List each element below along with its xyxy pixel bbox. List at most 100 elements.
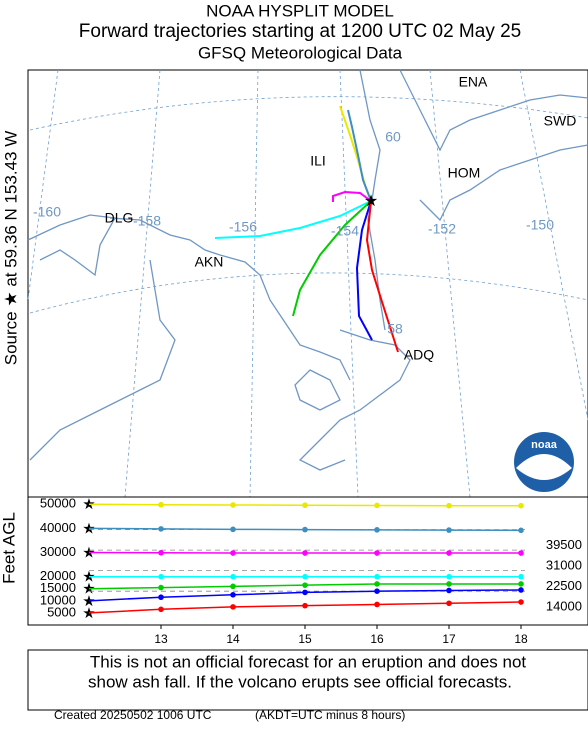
place: ENA	[459, 74, 488, 90]
logo-text: noaa	[531, 439, 558, 451]
title: Forward trajectories starting at 1200 UT…	[79, 21, 521, 42]
height-marker	[230, 592, 236, 598]
height-marker	[158, 573, 164, 580]
y-tick-label: 30000	[40, 544, 76, 559]
grid-label: -154	[331, 223, 359, 239]
ref-label: 39500	[546, 537, 582, 552]
height-marker	[518, 550, 524, 556]
height-marker	[230, 502, 236, 508]
height-marker	[446, 573, 452, 580]
x-tick-label: 18	[514, 632, 528, 646]
grid-labels: -160 -158 -156 -154 -152 -150 60 58	[33, 129, 554, 337]
height-marker	[302, 502, 308, 509]
height-marker	[518, 527, 524, 534]
height-marker	[158, 584, 164, 591]
grid-label: -158	[133, 213, 161, 229]
y-tick: ★	[82, 581, 95, 598]
height-marker	[374, 573, 380, 580]
height-marker	[158, 594, 164, 601]
y-tick-label: 50000	[40, 496, 76, 511]
x-tick-label: 17	[442, 632, 456, 646]
created: Created 20250502 1006 UTC	[54, 708, 212, 722]
height-marker	[374, 527, 380, 533]
y-tick-label: 10000	[40, 592, 76, 607]
trajectories: ★	[214, 105, 399, 353]
height-marker	[374, 581, 380, 587]
grid-label: 60	[385, 129, 401, 145]
height-marker	[230, 526, 236, 533]
coastline	[27, 69, 588, 471]
grid-label: 58	[387, 321, 403, 337]
title: NOAA HYSPLIT MODEL	[206, 1, 394, 20]
height-marker	[446, 502, 452, 509]
height-marker	[446, 600, 452, 607]
height-marker	[518, 587, 524, 593]
logo: noaa	[514, 432, 574, 492]
height-marker	[230, 604, 236, 610]
notice-box	[27, 649, 588, 711]
grid-label: -150	[526, 217, 554, 233]
x-tick-label: 16	[370, 632, 384, 646]
x-tick-label: 13	[154, 632, 168, 646]
place: SWD	[544, 113, 577, 129]
height-marker	[230, 573, 236, 580]
grid-label: -156	[229, 219, 257, 235]
map-frame	[27, 69, 588, 498]
height-marker	[158, 526, 164, 532]
height-marker	[302, 582, 308, 588]
y-tick: ★	[82, 593, 95, 610]
height-marker	[302, 589, 308, 596]
y-axis-title: Feet AGL	[0, 512, 18, 584]
notice: This is not an official forecast for an …	[90, 652, 527, 671]
graticule	[27, 69, 588, 498]
place: DLG	[105, 210, 134, 226]
place: AKN	[195, 254, 224, 270]
height-frame	[27, 496, 588, 626]
places: ENA SWD ILI HOM DLG AKN ADQ	[105, 74, 577, 363]
height-marker	[158, 501, 164, 508]
note: (AKDT=UTC minus 8 hours)	[255, 708, 405, 722]
height-marker	[374, 588, 380, 594]
grid-label: -152	[428, 221, 456, 237]
ref-label: 31000	[546, 558, 582, 573]
height-marker	[374, 502, 380, 509]
height-marker	[230, 550, 236, 556]
notice: show ash fall. If the volcano erupts see…	[88, 672, 512, 691]
height-marker	[302, 573, 308, 580]
y-tick-label: 40000	[40, 520, 76, 535]
grid-label: -160	[33, 204, 61, 220]
height-marker	[518, 581, 524, 587]
place: ILI	[310, 153, 326, 169]
height-marker	[518, 573, 524, 580]
height-marker	[230, 583, 236, 590]
height-marker	[302, 526, 308, 533]
height-marker	[446, 581, 452, 587]
x-tick-label: 15	[298, 632, 312, 646]
place: HOM	[448, 165, 481, 181]
subtitle: GFSQ Meteorological Data	[198, 43, 403, 62]
height-marker	[446, 527, 452, 533]
height-marker	[158, 606, 164, 613]
place: ADQ	[404, 347, 434, 363]
ref-label: 14000	[546, 599, 582, 614]
y-tick-label: 15000	[40, 580, 76, 595]
source-label: Source ★ at 59.36 N 153.43 W	[1, 131, 20, 365]
height-marker	[518, 599, 524, 605]
height-marker	[158, 549, 164, 556]
height-marker	[374, 601, 380, 608]
x-tick-label: 14	[226, 632, 240, 646]
height-marker	[446, 550, 452, 556]
height-marker	[302, 550, 308, 556]
height-marker	[302, 602, 308, 609]
height-marker	[446, 587, 452, 594]
height-marker	[374, 550, 380, 556]
ref-label: 22500	[546, 578, 582, 593]
y-tick-label: 20000	[40, 568, 76, 583]
height-marker	[518, 502, 524, 509]
svg-text:★: ★	[364, 193, 378, 210]
y-tick: ★	[82, 605, 95, 622]
y-tick-label: 5000	[47, 604, 76, 619]
